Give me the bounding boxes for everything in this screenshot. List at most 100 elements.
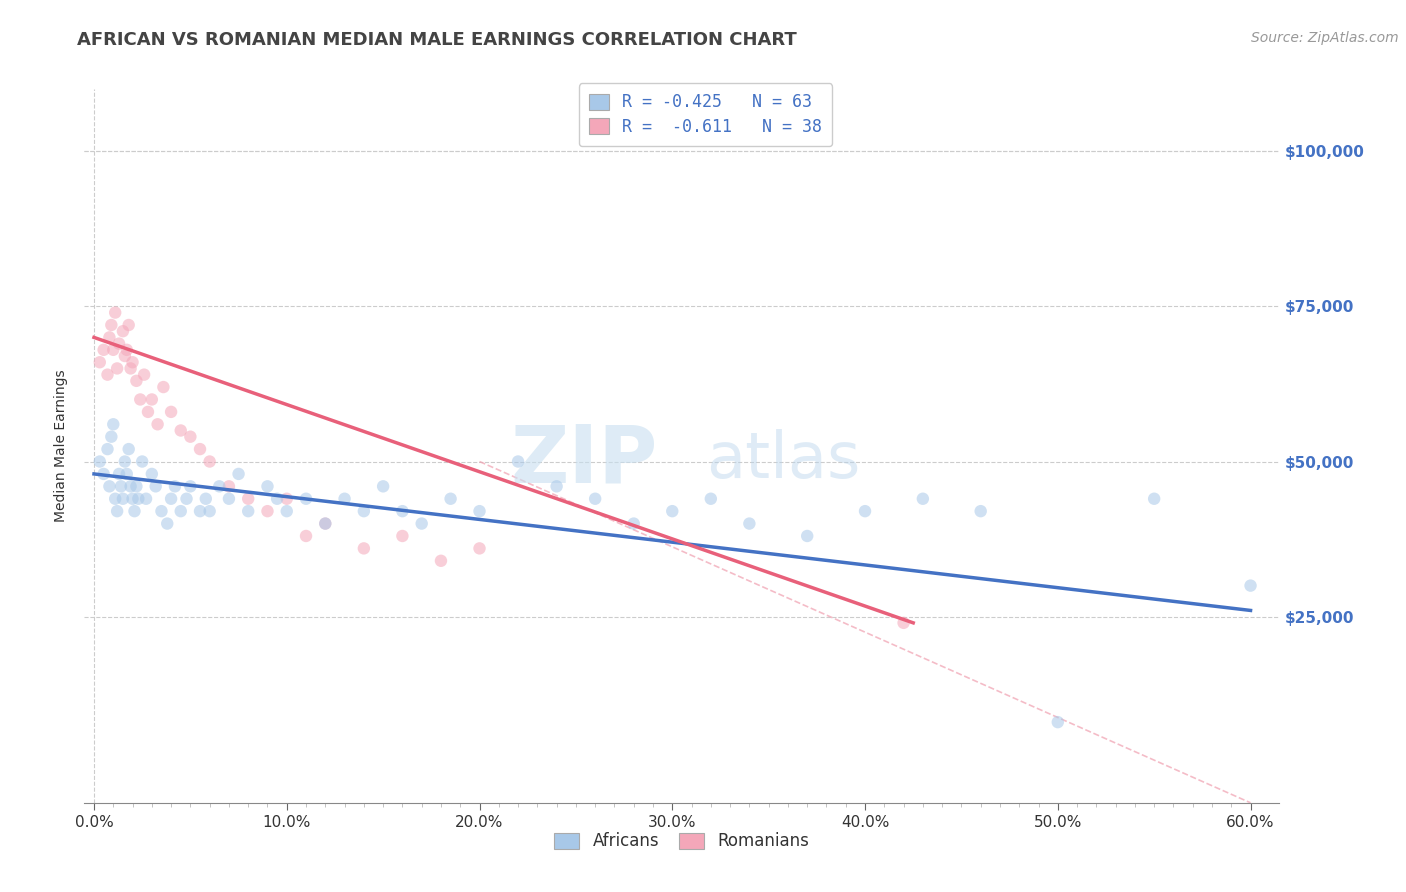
- Point: [163, 479, 186, 493]
- Point: [439, 491, 461, 506]
- Point: [120, 361, 142, 376]
- Point: [141, 392, 163, 407]
- Point: [411, 516, 433, 531]
- Point: [146, 417, 169, 432]
- Point: [353, 504, 375, 518]
- Legend: Africans, Romanians: Africans, Romanians: [546, 824, 818, 859]
- Point: [141, 467, 163, 481]
- Point: [194, 491, 217, 506]
- Point: [853, 504, 876, 518]
- Point: [506, 454, 529, 468]
- Point: [111, 491, 134, 506]
- Point: [238, 491, 260, 506]
- Point: [276, 504, 298, 518]
- Point: [430, 554, 453, 568]
- Point: [108, 336, 131, 351]
- Point: [98, 479, 121, 493]
- Point: [145, 479, 167, 493]
- Point: [160, 405, 183, 419]
- Point: [170, 504, 193, 518]
- Point: [893, 615, 915, 630]
- Point: [103, 343, 125, 357]
- Point: [89, 454, 111, 468]
- Point: [152, 380, 174, 394]
- Point: [333, 491, 356, 506]
- Point: [110, 479, 132, 493]
- Point: [373, 479, 395, 493]
- Point: [135, 491, 157, 506]
- Point: [105, 361, 128, 376]
- Point: [295, 529, 318, 543]
- Point: [314, 516, 336, 531]
- Text: Source: ZipAtlas.com: Source: ZipAtlas.com: [1251, 31, 1399, 45]
- Point: [1046, 715, 1069, 730]
- Point: [391, 529, 413, 543]
- Point: [125, 479, 148, 493]
- Point: [179, 479, 201, 493]
- Point: [391, 504, 413, 518]
- Point: [89, 355, 111, 369]
- Point: [266, 491, 288, 506]
- Point: [218, 491, 240, 506]
- Text: atlas: atlas: [706, 429, 860, 491]
- Point: [198, 454, 221, 468]
- Point: [218, 479, 240, 493]
- Point: [114, 454, 136, 468]
- Point: [98, 330, 121, 344]
- Point: [150, 504, 173, 518]
- Point: [115, 467, 138, 481]
- Point: [118, 442, 141, 456]
- Point: [314, 516, 336, 531]
- Point: [127, 491, 149, 506]
- Point: [970, 504, 993, 518]
- Point: [738, 516, 761, 531]
- Point: [93, 343, 115, 357]
- Point: [100, 430, 122, 444]
- Point: [583, 491, 606, 506]
- Point: [256, 504, 278, 518]
- Point: [198, 504, 221, 518]
- Point: [93, 467, 115, 481]
- Point: [136, 405, 159, 419]
- Point: [96, 442, 118, 456]
- Point: [104, 491, 127, 506]
- Point: [1143, 491, 1166, 506]
- Point: [623, 516, 645, 531]
- Point: [468, 541, 491, 556]
- Point: [188, 442, 211, 456]
- Point: [96, 368, 118, 382]
- Point: [124, 504, 146, 518]
- Point: [156, 516, 179, 531]
- Point: [115, 343, 138, 357]
- Point: [131, 454, 153, 468]
- Point: [661, 504, 683, 518]
- Point: [179, 430, 201, 444]
- Point: [700, 491, 723, 506]
- Text: AFRICAN VS ROMANIAN MEDIAN MALE EARNINGS CORRELATION CHART: AFRICAN VS ROMANIAN MEDIAN MALE EARNINGS…: [77, 31, 797, 49]
- Point: [1239, 579, 1261, 593]
- Point: [208, 479, 231, 493]
- Point: [118, 318, 141, 332]
- Point: [256, 479, 278, 493]
- Point: [121, 355, 143, 369]
- Point: [911, 491, 934, 506]
- Point: [125, 374, 148, 388]
- Point: [228, 467, 250, 481]
- Point: [132, 368, 156, 382]
- Point: [105, 504, 128, 518]
- Point: [170, 424, 193, 438]
- Point: [353, 541, 375, 556]
- Point: [114, 349, 136, 363]
- Point: [129, 392, 152, 407]
- Point: [295, 491, 318, 506]
- Text: ZIP: ZIP: [510, 421, 658, 500]
- Point: [160, 491, 183, 506]
- Y-axis label: Median Male Earnings: Median Male Earnings: [55, 369, 69, 523]
- Point: [546, 479, 568, 493]
- Point: [121, 491, 143, 506]
- Point: [238, 504, 260, 518]
- Point: [111, 324, 134, 338]
- Point: [103, 417, 125, 432]
- Point: [276, 491, 298, 506]
- Point: [104, 305, 127, 319]
